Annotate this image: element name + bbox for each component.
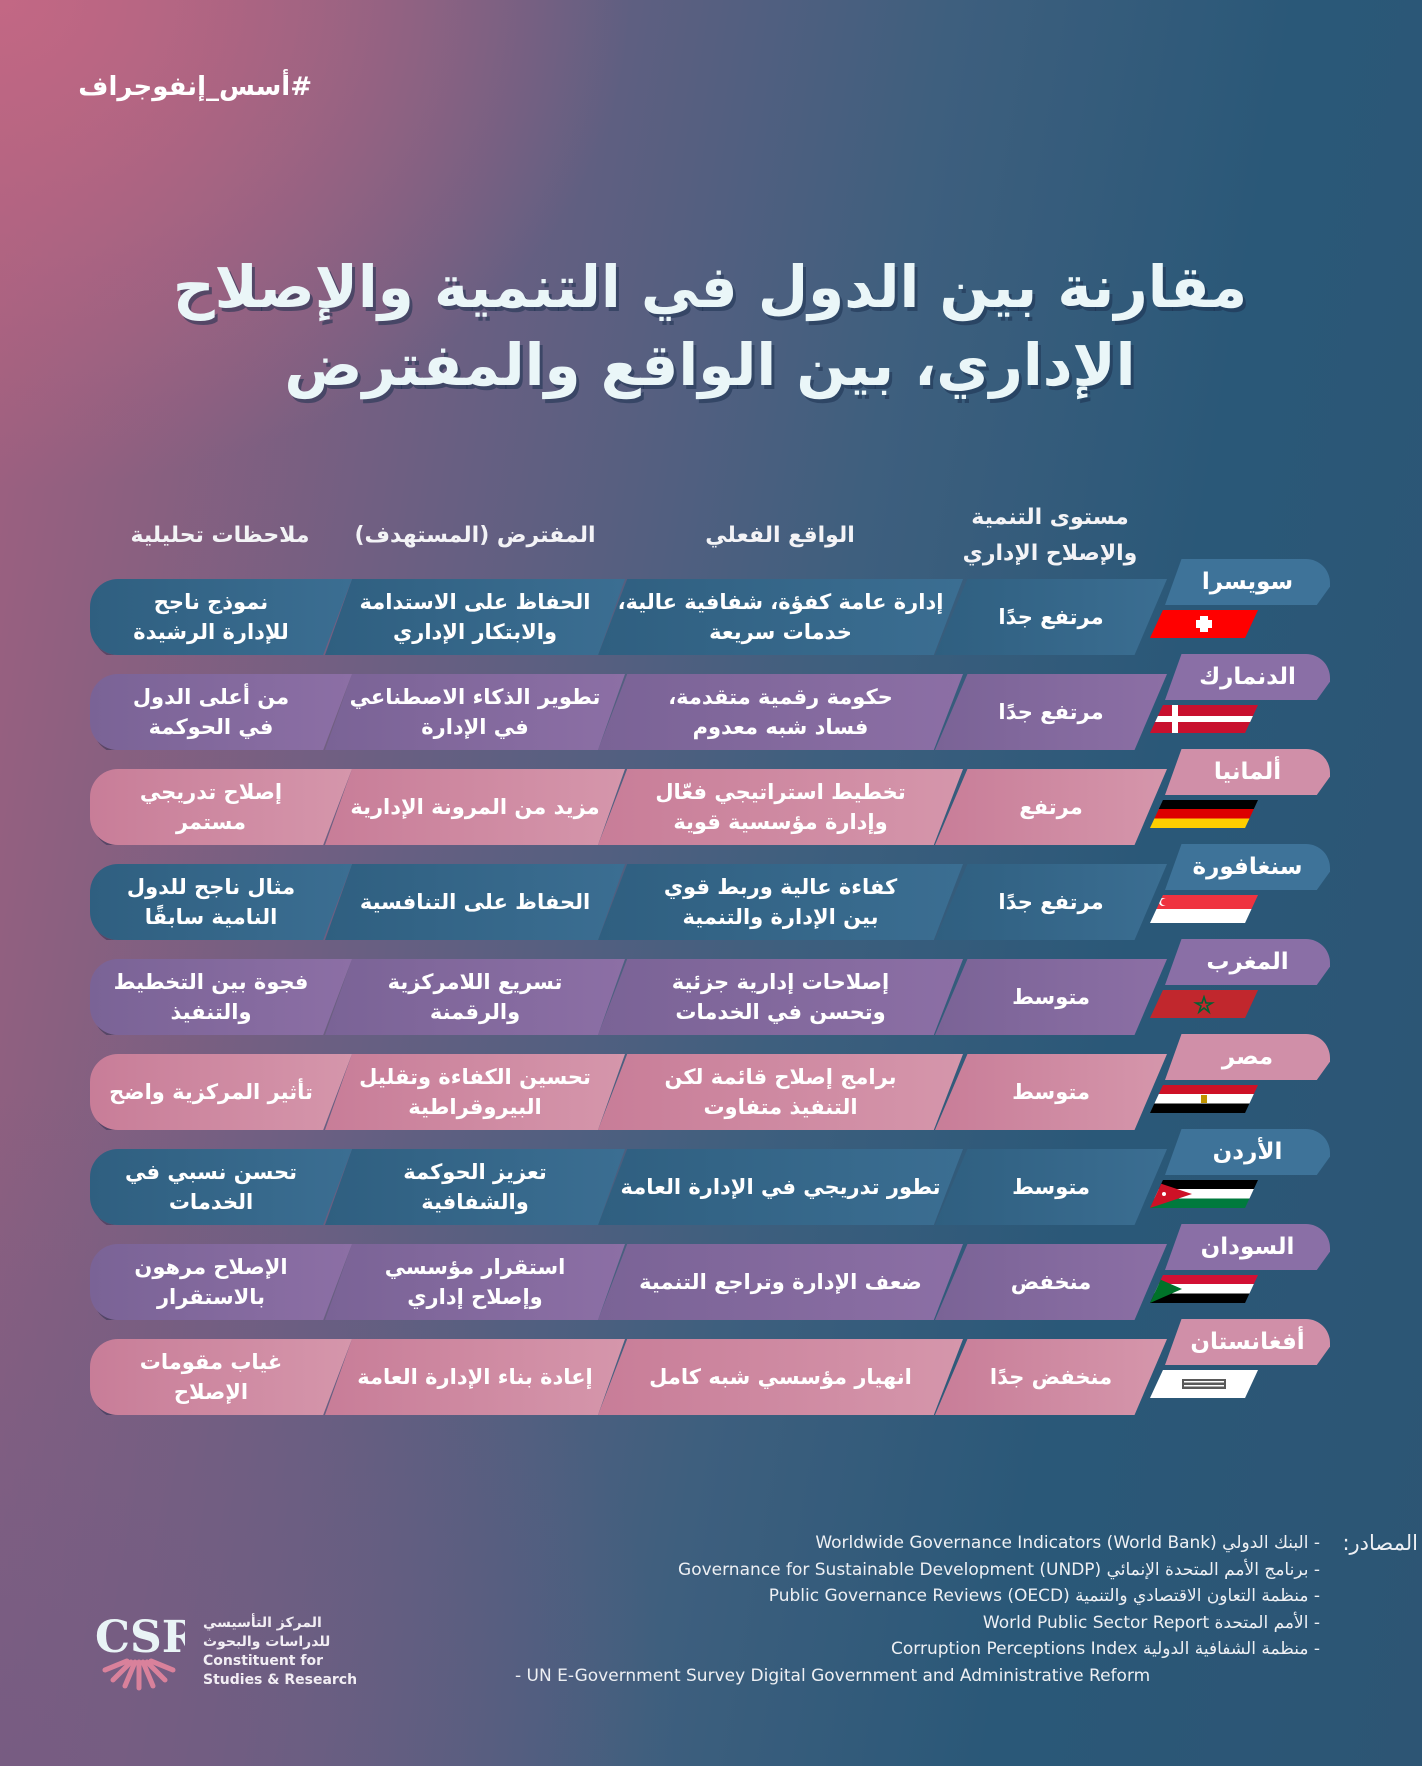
logo-en-line2: Studies & Research	[203, 1672, 358, 1688]
source-item: - البنك الدولي (Worldwide Governance Ind…	[815, 1533, 1320, 1553]
level-cell: مرتفع جدًا	[935, 674, 1167, 750]
title-line-1: مقارنة بين الدول في التنمية والإصلاح	[172, 253, 1248, 321]
csr-logo-icon: CSR	[95, 1612, 199, 1692]
page-title: مقارنة بين الدول في التنمية والإصلاح الإ…	[160, 248, 1260, 404]
level-cell: متوسط	[935, 1149, 1167, 1225]
country-label: سنغافورة	[1165, 844, 1330, 890]
germany-flag-icon	[1150, 800, 1258, 828]
table-row: ألمانيا مرتفع تخطيط استراتيجي فعّال وإدا…	[0, 749, 1422, 849]
assumed-cell: تطوير الذكاء الاصطناعي في الإدارة	[325, 674, 625, 750]
actual-cell: تخطيط استراتيجي فعّال وإدارة مؤسسية قوية	[598, 769, 963, 845]
assumed-cell: الحفاظ على الاستدامة والابتكار الإداري	[325, 579, 625, 655]
assumed-cell: الحفاظ على التنافسية	[325, 864, 625, 940]
actual-cell: إدارة عامة كفؤة، شفافية عالية، خدمات سري…	[598, 579, 963, 655]
level-cell: مرتفع جدًا	[935, 864, 1167, 940]
assumed-cell: مزيد من المرونة الإدارية	[325, 769, 625, 845]
hashtag: #أسس_إنفوجراف	[78, 72, 312, 102]
title-line-2: الإداري، بين الواقع والمفترض	[284, 331, 1136, 399]
assumed-cell: تحسين الكفاءة وتقليل البيروقراطية	[325, 1054, 625, 1130]
notes-cell: من أعلى الدول في الحوكمة	[90, 674, 352, 750]
sources-label: المصادر:	[1342, 1531, 1418, 1555]
actual-cell: انهيار مؤسسي شبه كامل	[598, 1339, 963, 1415]
afghanistan-flag-icon	[1150, 1370, 1258, 1398]
source-item: - الأمم المتحدة World Public Sector Repo…	[982, 1612, 1320, 1633]
notes-cell: غياب مقومات الإصلاح	[90, 1339, 352, 1415]
header-notes: ملاحظات تحليلية	[130, 523, 310, 548]
logo-ar-line1: المركز التأسيسي	[203, 1615, 322, 1631]
logo-en-line1: Constituent for	[203, 1653, 323, 1669]
table-row: سنغافورة مرتفع جدًا كفاءة عالية وربط قوي…	[0, 844, 1422, 944]
level-cell: منخفض جدًا	[935, 1339, 1167, 1415]
header-level: مستوى التنمية والإصلاح الإداري	[962, 505, 1138, 566]
egypt-flag-icon	[1150, 1085, 1258, 1113]
switzerland-flag-icon	[1150, 610, 1258, 638]
sources: المصادر: - البنك الدولي (Worldwide Gover…	[500, 1530, 1418, 1689]
level-cell: مرتفع	[935, 769, 1167, 845]
notes-cell: مثال ناجح للدول النامية سابقًا	[90, 864, 352, 940]
assumed-cell: إعادة بناء الإدارة العامة	[325, 1339, 625, 1415]
table-row: أفغانستان منخفض جدًا انهيار مؤسسي شبه كا…	[0, 1319, 1422, 1419]
source-item: - برنامج الأمم المتحدة الإنمائي (Governa…	[678, 1559, 1320, 1580]
table-row: سويسرا مرتفع جدًا إدارة عامة كفؤة، شفافي…	[0, 559, 1422, 659]
actual-cell: برامج إصلاح قائمة لكن التنفيذ متفاوت	[598, 1054, 963, 1130]
table-row: الأردن متوسط تطور تدريجي في الإدارة العا…	[0, 1129, 1422, 1229]
source-item: - UN E-Government Survey Digital Governm…	[515, 1665, 1151, 1686]
svg-text:CSR: CSR	[95, 1612, 185, 1663]
jordan-flag-icon	[1150, 1180, 1258, 1208]
denmark-flag-icon	[1150, 705, 1258, 733]
country-label: سويسرا	[1165, 559, 1330, 605]
actual-cell: حكومة رقمية متقدمة، فساد شبه معدوم	[598, 674, 963, 750]
country-label: الدنمارك	[1165, 654, 1330, 700]
header-actual: الواقع الفعلي	[705, 523, 855, 548]
country-label: أفغانستان	[1165, 1319, 1330, 1365]
source-item: - منظمة الشفافية الدولية Corruption Perc…	[891, 1639, 1320, 1659]
table-row: مصر متوسط برامج إصلاح قائمة لكن التنفيذ …	[0, 1034, 1422, 1134]
level-cell: متوسط	[935, 959, 1167, 1035]
level-cell: مرتفع جدًا	[935, 579, 1167, 655]
country-label: السودان	[1165, 1224, 1330, 1270]
logo-text: المركز التأسيسي للدراسات والبحوث Constit…	[203, 1614, 357, 1690]
source-item: - منظمة التعاون الاقتصادي والتنمية (Publ…	[768, 1586, 1320, 1606]
table-row: المغرب متوسط إصلاحات إدارية جزئية وتحسن …	[0, 939, 1422, 1039]
actual-cell: ضعف الإدارة وتراجع التنمية	[598, 1244, 963, 1320]
csr-logo: CSR المركز التأسيسي للدراسات والبحوث Con…	[95, 1612, 375, 1692]
level-cell: متوسط	[935, 1054, 1167, 1130]
country-label: الأردن	[1165, 1129, 1330, 1175]
singapore-flag-icon	[1150, 895, 1258, 923]
assumed-cell: تعزيز الحوكمة والشفافية	[325, 1149, 625, 1225]
country-label: ألمانيا	[1165, 749, 1330, 795]
notes-cell: نموذج ناجح للإدارة الرشيدة	[90, 579, 352, 655]
country-label: المغرب	[1165, 939, 1330, 985]
notes-cell: الإصلاح مرهون بالاستقرار	[90, 1244, 352, 1320]
sudan-flag-icon	[1150, 1275, 1258, 1303]
notes-cell: تأثير المركزية واضح	[90, 1054, 352, 1130]
table-row: السودان منخفض ضعف الإدارة وتراجع التنمية…	[0, 1224, 1422, 1324]
notes-cell: إصلاح تدريجي مستمر	[90, 769, 352, 845]
actual-cell: إصلاحات إدارية جزئية وتحسن في الخدمات	[598, 959, 963, 1035]
assumed-cell: تسريع اللامركزية والرقمنة	[325, 959, 625, 1035]
notes-cell: تحسن نسبي في الخدمات	[90, 1149, 352, 1225]
logo-ar-line2: للدراسات والبحوث	[203, 1634, 331, 1650]
header-assumed: المفترض (المستهدف)	[354, 523, 596, 548]
morocco-flag-icon	[1150, 990, 1258, 1018]
table-row: الدنمارك مرتفع جدًا حكومة رقمية متقدمة، …	[0, 654, 1422, 754]
actual-cell: تطور تدريجي في الإدارة العامة	[598, 1149, 963, 1225]
notes-cell: فجوة بين التخطيط والتنفيذ	[90, 959, 352, 1035]
assumed-cell: استقرار مؤسسي وإصلاح إداري	[325, 1244, 625, 1320]
country-label: مصر	[1165, 1034, 1330, 1080]
actual-cell: كفاءة عالية وربط قوي بين الإدارة والتنمي…	[598, 864, 963, 940]
level-cell: منخفض	[935, 1244, 1167, 1320]
